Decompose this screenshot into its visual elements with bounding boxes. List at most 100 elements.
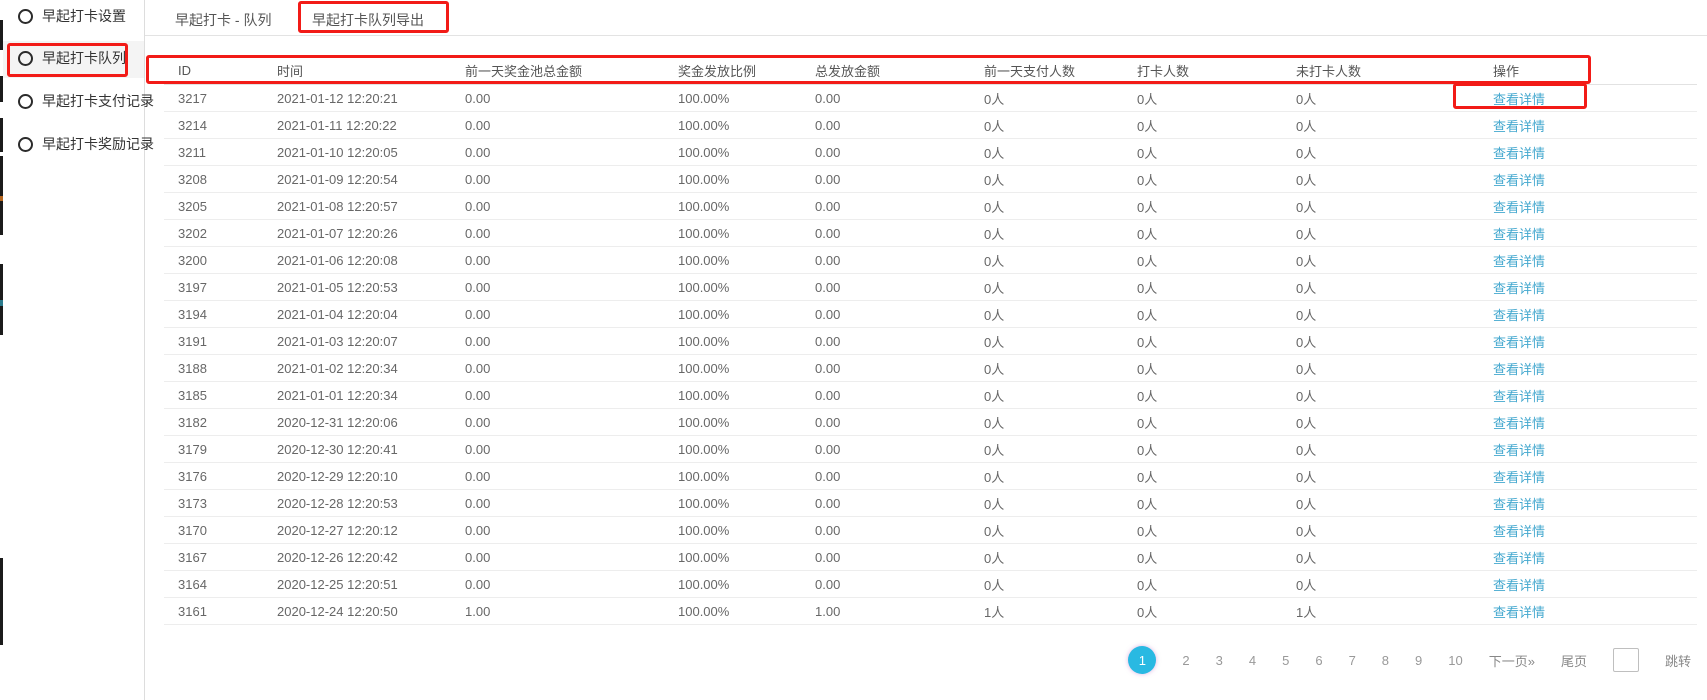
table-body: 3217 2021-01-12 12:20:21 0.00 100.00% 0.00 0人… [164, 84, 1697, 625]
tab-checkin-queue[interactable]: 早起打卡 - 队列 [175, 12, 272, 28]
view-details-link[interactable]: 查看详情 [1493, 415, 1546, 431]
table-cell: 100.00% [664, 327, 801, 355]
view-details-link[interactable]: 查看详情 [1493, 253, 1546, 269]
table-cell: 0人 [970, 489, 1123, 517]
view-details-link[interactable]: 查看详情 [1493, 577, 1546, 593]
page-number[interactable]: 6 [1315, 652, 1323, 668]
radio-circle-icon [18, 8, 33, 24]
view-details-link[interactable]: 查看详情 [1493, 361, 1546, 377]
table-cell: 0人 [970, 354, 1123, 382]
table-cell: 3200 [164, 246, 263, 274]
table-cell: 2021-01-10 12:20:05 [263, 138, 451, 166]
view-details-link[interactable]: 查看详情 [1493, 91, 1546, 107]
table-cell: 2021-01-07 12:20:26 [263, 219, 451, 247]
table-cell: 1人 [970, 597, 1123, 625]
view-details-link[interactable]: 查看详情 [1493, 280, 1546, 296]
page-number[interactable]: 3 [1215, 652, 1223, 668]
sidebar-item-checkin-queue[interactable]: 早起打卡队列 [18, 48, 126, 68]
table-cell: 0人 [970, 192, 1123, 220]
table-cell: 100.00% [664, 273, 801, 301]
sidebar-item-payment-records[interactable]: 早起打卡支付记录 [18, 91, 154, 111]
table-cell: 2020-12-25 12:20:51 [263, 570, 451, 598]
table-cell: 2020-12-24 12:20:50 [263, 597, 451, 625]
table-cell: 0.00 [451, 354, 664, 382]
table-cell: 100.00% [664, 354, 801, 382]
column-header: 打卡人数 [1123, 56, 1282, 85]
radio-circle-icon [18, 136, 33, 152]
action-cell: 查看详情 [1479, 462, 1697, 490]
action-cell: 查看详情 [1479, 543, 1697, 571]
table-cell: 0人 [1123, 516, 1282, 544]
view-details-link[interactable]: 查看详情 [1493, 442, 1546, 458]
sidebar-item-checkin-settings[interactable]: 早起打卡设置 [18, 6, 126, 26]
table-cell: 0人 [970, 516, 1123, 544]
table-row: 3211 2021-01-10 12:20:05 0.00 100.00% 0.00 0人… [164, 138, 1697, 166]
table-row: 3167 2020-12-26 12:20:42 0.00 100.00% 0.00 0人… [164, 543, 1697, 571]
column-header: 前一天奖金池总金额 [451, 56, 664, 85]
table-row: 3182 2020-12-31 12:20:06 0.00 100.00% 0.00 0人… [164, 408, 1697, 436]
table-row: 3191 2021-01-03 12:20:07 0.00 100.00% 0.00 0人… [164, 327, 1697, 355]
table-cell: 0.00 [451, 192, 664, 220]
last-page-button[interactable]: 尾页 [1560, 653, 1587, 669]
tab-checkin-queue-export[interactable]: 早起打卡队列导出 [312, 12, 424, 28]
table-cell: 0人 [1282, 354, 1479, 382]
view-details-link[interactable]: 查看详情 [1493, 199, 1546, 215]
view-details-link[interactable]: 查看详情 [1493, 145, 1546, 161]
view-details-link[interactable]: 查看详情 [1493, 334, 1546, 350]
jump-page-input[interactable] [1612, 648, 1639, 672]
view-details-link[interactable]: 查看详情 [1493, 496, 1546, 512]
next-page-button[interactable]: 下一页» [1488, 653, 1535, 669]
table-cell: 3161 [164, 597, 263, 625]
table-cell: 100.00% [664, 165, 801, 193]
table-cell: 0人 [1123, 327, 1282, 355]
table-cell: 0人 [1282, 246, 1479, 274]
table-cell: 0人 [1282, 327, 1479, 355]
table-cell: 0人 [1282, 165, 1479, 193]
table-row: 3185 2021-01-01 12:20:34 0.00 100.00% 0.00 0人… [164, 381, 1697, 409]
page-number[interactable]: 7 [1348, 652, 1356, 668]
table-cell: 3188 [164, 354, 263, 382]
table-cell: 0人 [970, 462, 1123, 490]
view-details-link[interactable]: 查看详情 [1493, 307, 1546, 323]
column-header: 总发放金额 [801, 56, 970, 85]
view-details-link[interactable]: 查看详情 [1493, 226, 1546, 242]
table-cell: 0人 [1282, 570, 1479, 598]
page-number[interactable]: 9 [1415, 652, 1423, 668]
table-cell: 2021-01-01 12:20:34 [263, 381, 451, 409]
page-number[interactable]: 8 [1381, 652, 1390, 668]
edge-artifact [0, 558, 3, 645]
page-number[interactable]: 2 [1182, 652, 1190, 668]
table-cell: 0.00 [801, 246, 970, 274]
table-row: 3200 2021-01-06 12:20:08 0.00 100.00% 0.00 0人… [164, 246, 1697, 274]
view-details-link[interactable]: 查看详情 [1493, 118, 1546, 134]
jump-button[interactable]: 跳转 [1664, 653, 1691, 669]
table-row: 3214 2021-01-11 12:20:22 0.00 100.00% 0.00 0人… [164, 111, 1697, 139]
table-cell: 0.00 [451, 516, 664, 544]
table-cell: 0人 [1123, 111, 1282, 139]
page-number[interactable]: 4 [1248, 652, 1257, 668]
sidebar-item-reward-records[interactable]: 早起打卡奖励记录 [18, 134, 154, 154]
table-row: 3202 2021-01-07 12:20:26 0.00 100.00% 0.00 0人… [164, 219, 1697, 247]
table-cell: 0人 [970, 435, 1123, 463]
table-cell: 0人 [1123, 408, 1282, 436]
page-number-active[interactable]: 1 [1128, 646, 1157, 674]
page-number[interactable]: 10 [1448, 652, 1463, 668]
view-details-link[interactable]: 查看详情 [1493, 469, 1546, 485]
table-cell: 2021-01-04 12:20:04 [263, 300, 451, 328]
view-details-link[interactable]: 查看详情 [1493, 523, 1546, 539]
table-header-row: ID 时间 前一天奖金池总金额 奖金发放比例 总发放金额 前一天支付人数 打卡人数 未打卡人数… [164, 56, 1697, 85]
table-cell: 100.00% [664, 435, 801, 463]
table-cell: 3164 [164, 570, 263, 598]
table-cell: 0.00 [801, 273, 970, 301]
column-header: 前一天支付人数 [970, 56, 1123, 85]
table-cell: 0人 [970, 570, 1123, 598]
view-details-link[interactable]: 查看详情 [1493, 604, 1546, 620]
view-details-link[interactable]: 查看详情 [1493, 388, 1546, 404]
table-cell: 0人 [1123, 570, 1282, 598]
view-details-link[interactable]: 查看详情 [1493, 172, 1546, 188]
view-details-link[interactable]: 查看详情 [1493, 550, 1546, 566]
table-cell: 0.00 [801, 381, 970, 409]
action-cell: 查看详情 [1479, 435, 1697, 463]
page-number[interactable]: 5 [1282, 652, 1290, 668]
